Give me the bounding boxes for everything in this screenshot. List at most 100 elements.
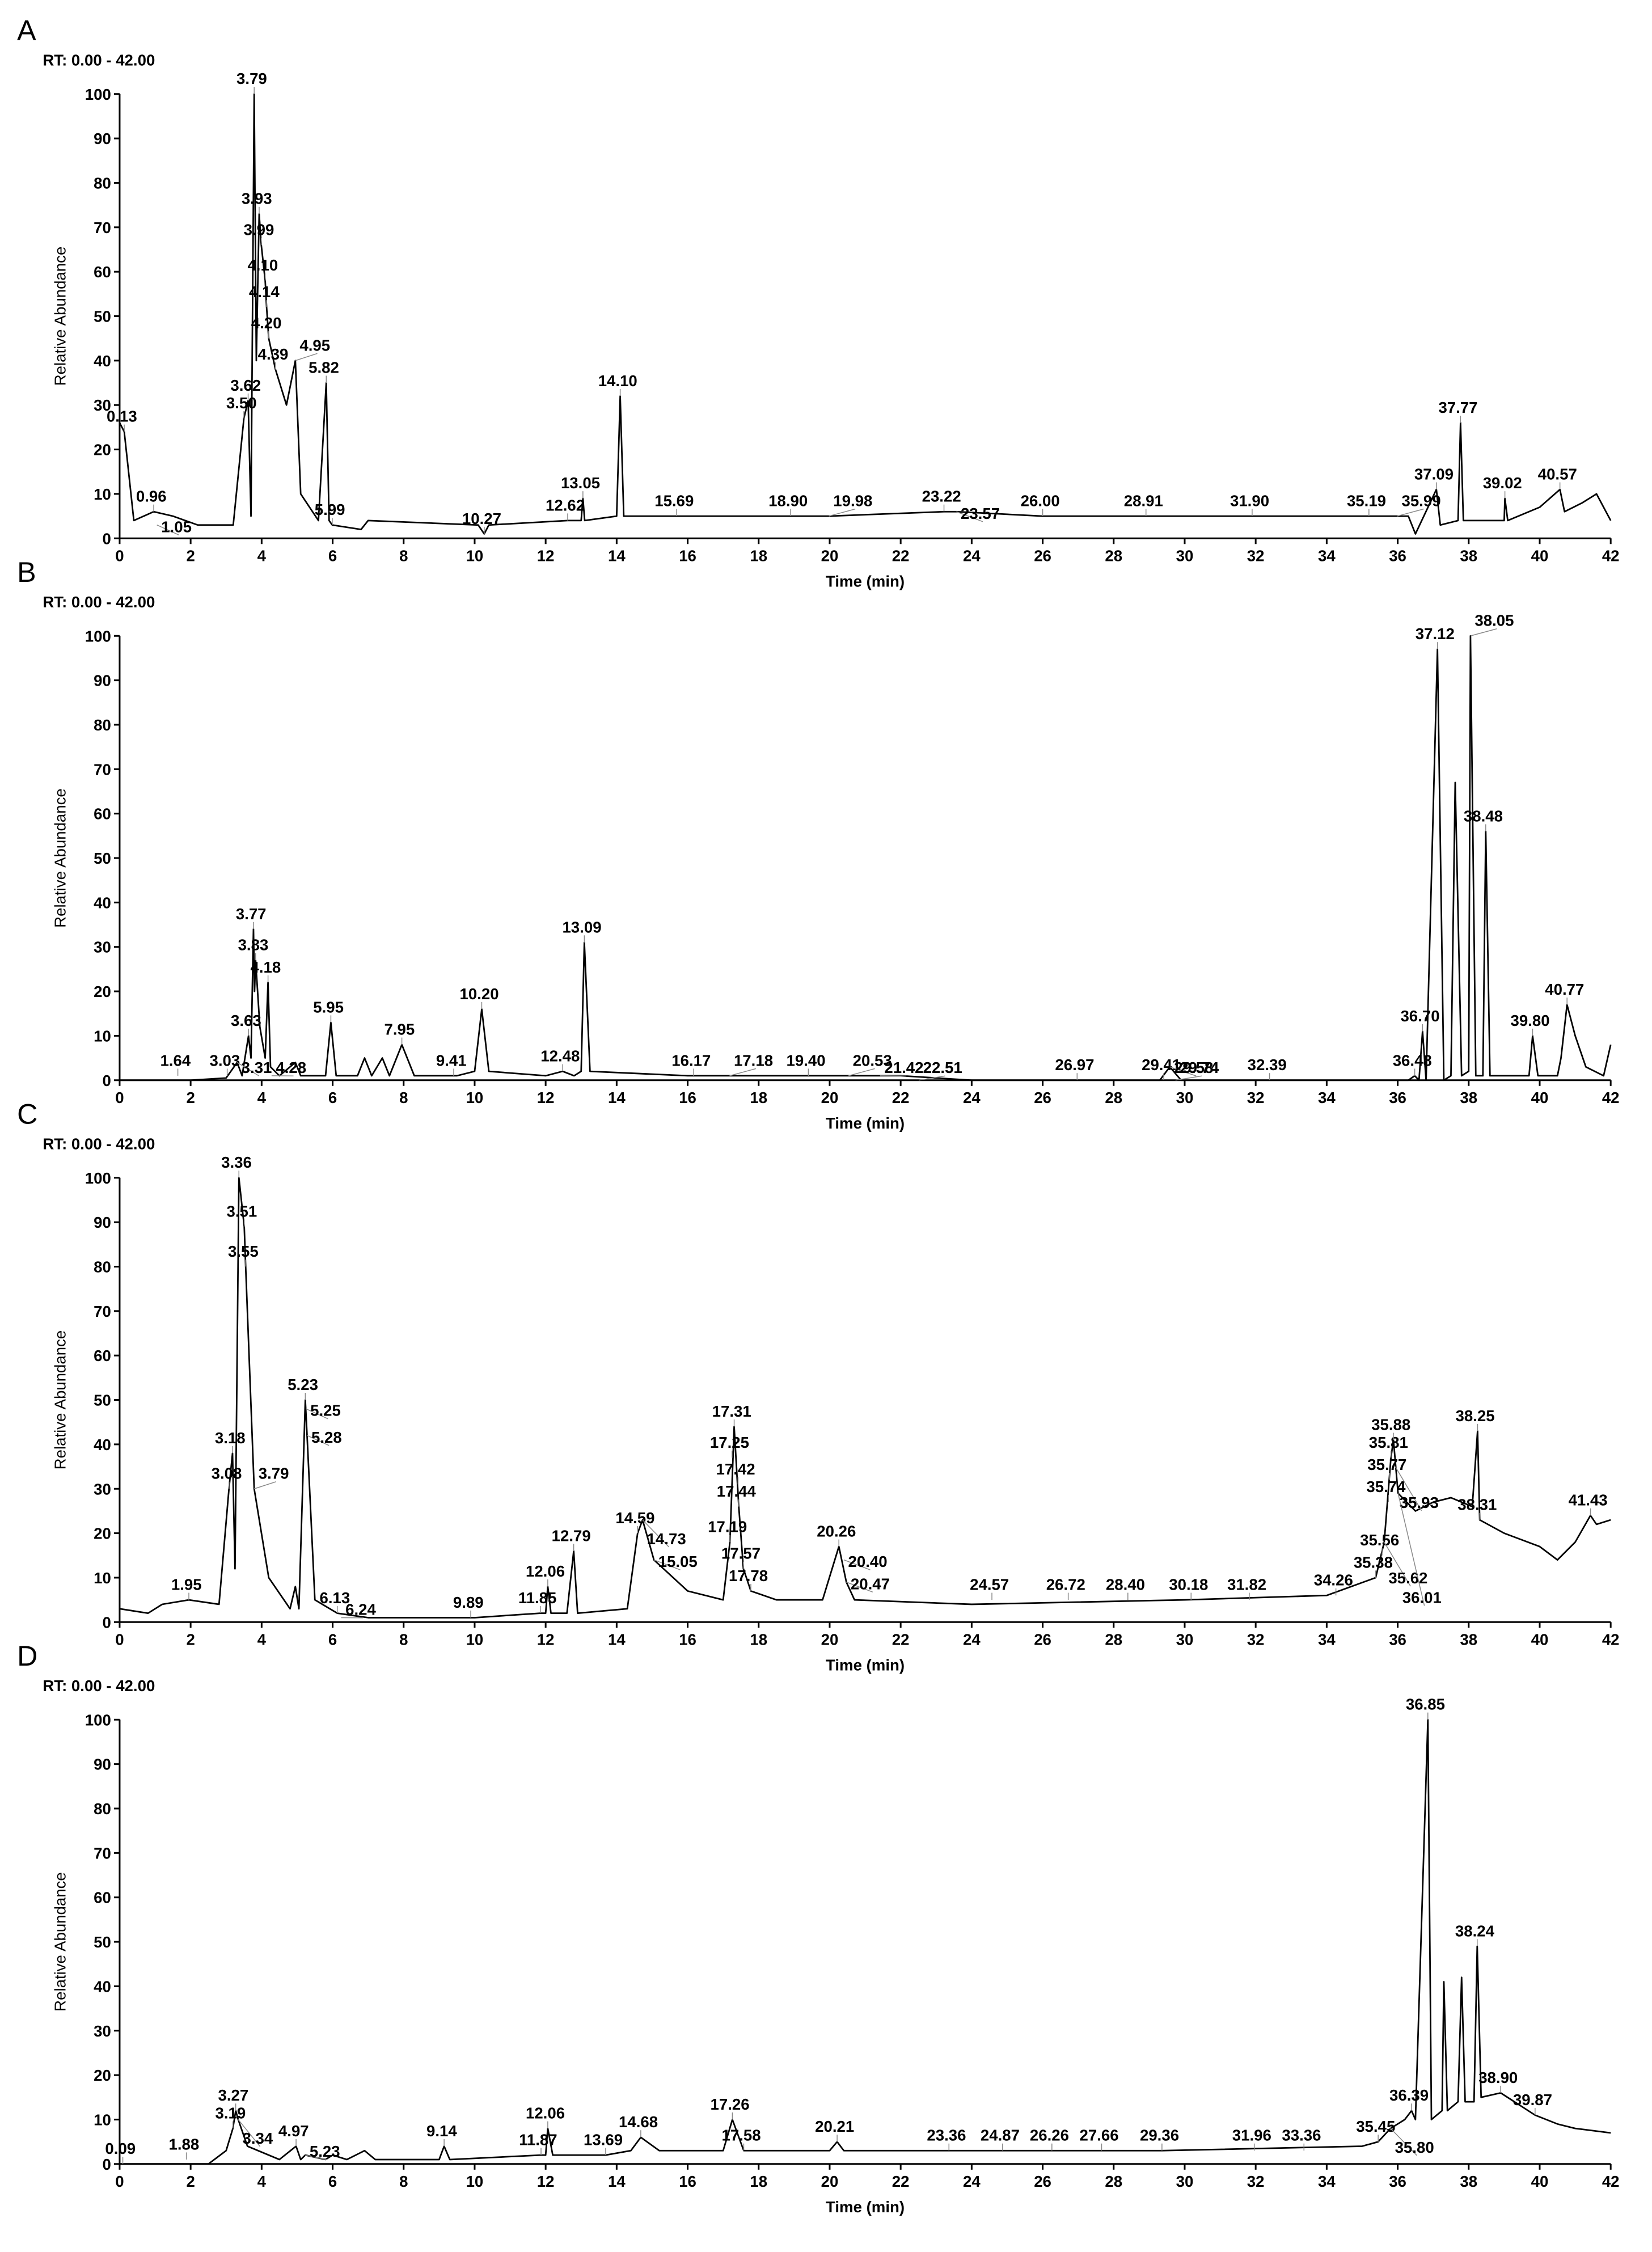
peak-leader xyxy=(236,1062,260,1076)
peak-label: 27.66 xyxy=(1080,2127,1119,2144)
peak-label: 20.53 xyxy=(853,1051,892,1069)
peak-label: 21.42 xyxy=(884,1059,923,1076)
peak-leader xyxy=(238,2119,261,2147)
peak-label: 38.25 xyxy=(1455,1407,1494,1425)
peak-label: 38.90 xyxy=(1478,2069,1518,2086)
peak-label: 4.18 xyxy=(250,958,281,976)
peak-label: 3.03 xyxy=(209,1051,240,1069)
x-tick-label: 28 xyxy=(1105,1630,1122,1648)
peak-label: 23.36 xyxy=(927,2127,966,2144)
peak-label: 3.83 xyxy=(238,936,269,954)
peak-label: 12.48 xyxy=(540,1047,580,1065)
y-tick-label: 90 xyxy=(94,672,111,690)
peak-label: 3.19 xyxy=(215,2105,246,2122)
x-tick-label: 36 xyxy=(1389,1089,1406,1106)
peak-label: 5.23 xyxy=(310,2143,340,2160)
x-tick-label: 32 xyxy=(1247,1630,1265,1648)
trace xyxy=(119,1177,1611,1619)
x-tick-label: 32 xyxy=(1247,547,1265,564)
x-tick-label: 42 xyxy=(1602,547,1620,564)
peak-leader xyxy=(1395,1466,1422,1511)
peak-label: 35.81 xyxy=(1369,1434,1408,1451)
peak-label: 12.06 xyxy=(526,1562,565,1580)
x-tick-label: 22 xyxy=(892,1089,910,1106)
y-tick-label: 60 xyxy=(94,1347,111,1364)
peak-label: 1.95 xyxy=(171,1576,202,1594)
y-tick-label: 70 xyxy=(94,1303,111,1320)
peak-label: 35.99 xyxy=(1401,492,1440,509)
peak-label: 17.26 xyxy=(711,2095,750,2113)
y-tick-label: 70 xyxy=(94,219,111,236)
peak-leader xyxy=(295,353,318,361)
peak-label: 41.43 xyxy=(1569,1492,1608,1509)
x-tick-label: 36 xyxy=(1389,2173,1406,2190)
peak-leader xyxy=(1384,1541,1411,1587)
y-tick-label: 50 xyxy=(94,1933,111,1951)
peak-label: 37.12 xyxy=(1416,625,1455,643)
x-axis-title: Time (min) xyxy=(826,2198,905,2216)
x-tick-label: 22 xyxy=(892,1630,910,1648)
x-tick-label: 28 xyxy=(1105,547,1122,564)
peak-label: 13.05 xyxy=(561,474,600,492)
y-tick-label: 40 xyxy=(94,894,111,911)
y-tick-label: 0 xyxy=(103,530,111,547)
x-tick-label: 10 xyxy=(466,547,484,564)
peak-label: 13.69 xyxy=(584,2131,623,2149)
peak-label: 35.74 xyxy=(1366,1478,1406,1495)
peak-label: 17.57 xyxy=(721,1545,760,1562)
peak-label: 9.41 xyxy=(436,1051,467,1069)
peak-label: 26.26 xyxy=(1030,2127,1069,2144)
peak-label: 31.90 xyxy=(1230,492,1269,509)
peak-label: 12.62 xyxy=(546,496,585,514)
peak-label: 24.87 xyxy=(981,2127,1020,2144)
peak-label: 10.27 xyxy=(462,510,501,527)
x-tick-label: 32 xyxy=(1247,2173,1265,2190)
subtitle: RT: 0.00 - 42.00 xyxy=(43,1135,155,1153)
x-tick-label: 34 xyxy=(1318,547,1336,564)
x-tick-label: 2 xyxy=(186,547,195,564)
y-tick-label: 0 xyxy=(103,1613,111,1631)
x-tick-label: 30 xyxy=(1176,547,1194,564)
peak-label: 31.82 xyxy=(1227,1576,1266,1594)
x-tick-label: 38 xyxy=(1460,1630,1477,1648)
y-tick-label: 100 xyxy=(85,1711,111,1729)
x-tick-label: 20 xyxy=(821,1630,839,1648)
peak-label: 17.25 xyxy=(710,1434,749,1451)
x-tick-label: 26 xyxy=(1034,1630,1051,1648)
peak-label: 4.39 xyxy=(258,345,289,363)
y-tick-label: 60 xyxy=(94,263,111,281)
peak-label: 3.50 xyxy=(226,394,257,412)
x-tick-label: 22 xyxy=(892,547,910,564)
x-tick-label: 16 xyxy=(679,1089,696,1106)
x-tick-label: 6 xyxy=(328,1089,337,1106)
peak-label: 17.44 xyxy=(717,1482,757,1500)
peak-label: 3.31 xyxy=(242,1059,272,1076)
peak-label: 20.21 xyxy=(815,2118,854,2135)
peak-label: 0.96 xyxy=(136,488,167,505)
x-tick-label: 10 xyxy=(466,2173,484,2190)
peak-label: 28.91 xyxy=(1124,492,1163,509)
peak-label: 36.01 xyxy=(1402,1588,1442,1606)
x-tick-label: 40 xyxy=(1531,1630,1549,1648)
peak-label: 37.77 xyxy=(1438,399,1477,416)
x-tick-label: 0 xyxy=(115,547,124,564)
peak-label: 3.27 xyxy=(218,2086,249,2104)
y-axis-title: Relative Abundance xyxy=(52,788,69,928)
peak-label: 17.31 xyxy=(712,1402,751,1420)
peak-label: 37.09 xyxy=(1414,465,1454,483)
x-tick-label: 34 xyxy=(1318,1630,1336,1648)
x-tick-label: 38 xyxy=(1460,1089,1477,1106)
peak-label: 14.59 xyxy=(615,1509,654,1527)
peak-label: 0.09 xyxy=(105,2140,136,2157)
peak-label: 39.80 xyxy=(1511,1012,1550,1029)
peak-label: 15.69 xyxy=(654,492,694,509)
peak-label: 29.74 xyxy=(1180,1059,1219,1076)
y-tick-label: 10 xyxy=(94,2111,111,2128)
peak-label: 35.93 xyxy=(1400,1494,1439,1511)
x-tick-label: 24 xyxy=(963,1630,981,1648)
x-tick-label: 0 xyxy=(115,2173,124,2190)
peak-label: 18.90 xyxy=(768,492,808,509)
x-tick-label: 20 xyxy=(821,1089,839,1106)
peak-label: 35.80 xyxy=(1395,2139,1434,2156)
peak-label: 14.10 xyxy=(598,372,637,390)
